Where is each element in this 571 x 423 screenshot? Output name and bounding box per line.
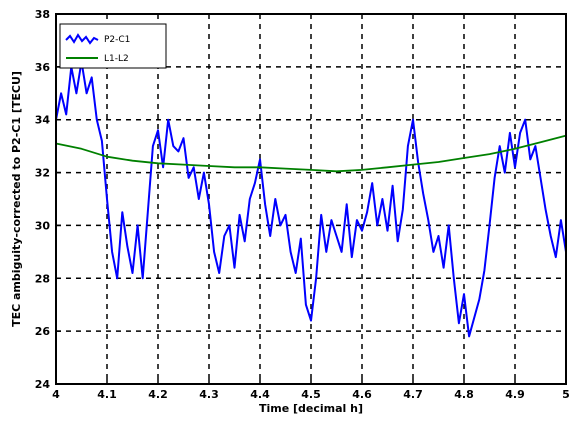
x-tick-label: 4.8 (454, 388, 474, 401)
grid-lines (56, 14, 566, 384)
x-tick-label: 4.2 (148, 388, 168, 401)
legend-label-l1-l2: L1-L2 (104, 54, 129, 64)
series-line-l1-l2 (55, 134, 567, 173)
y-tick-label: 36 (35, 61, 51, 74)
x-axis-label: Time [decimal h] (259, 402, 363, 415)
y-tick-label: 32 (35, 167, 50, 180)
tick-layer: 4 4.1 4.2 4.3 4.4 4.5 4.6 4.7 4.8 4.9 5 24 26 28 30 32 3… (35, 8, 570, 401)
x-tick-label: 4.6 (352, 388, 372, 401)
series-layer (55, 60, 567, 338)
x-tick-label: 4.5 (301, 388, 321, 401)
y-tick-label: 34 (35, 114, 51, 127)
y-tick-label: 38 (35, 8, 50, 21)
y-tick-label: 28 (35, 272, 50, 285)
x-tick-label: 5 (562, 388, 570, 401)
legend-swatch-p2-c1 (65, 33, 99, 45)
x-tick-label: 4.7 (403, 388, 423, 401)
legend-box (59, 23, 167, 69)
x-tick-label: 4.1 (97, 388, 117, 401)
y-axis-label: TEC ambiguity-corrected to P2-C1 [TECU] (10, 71, 23, 327)
legend: P2-C1 L1-L2 (59, 23, 167, 69)
y-tick-label: 24 (35, 378, 51, 391)
x-tick-label: 4.3 (199, 388, 219, 401)
y-tick-label: 26 (35, 325, 51, 338)
y-tick-label: 30 (35, 219, 51, 232)
legend-label-p2-c1: P2-C1 (104, 35, 130, 45)
x-tick-label: 4.4 (250, 388, 270, 401)
series-line-p2-c1 (55, 60, 567, 338)
x-tick-label: 4 (52, 388, 60, 401)
x-tick-label: 4.9 (505, 388, 525, 401)
